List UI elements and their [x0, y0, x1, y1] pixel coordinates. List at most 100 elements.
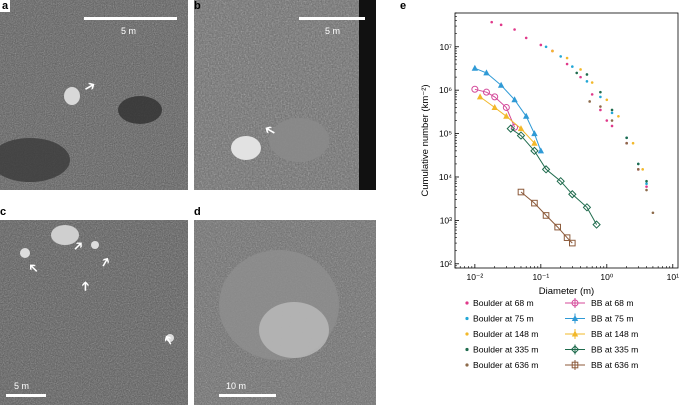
point-boulder-at-148-m — [605, 98, 609, 102]
legend-marker-boulder-at-636-m — [465, 363, 469, 367]
point-boulder-at-335-m — [636, 162, 640, 166]
legend-marker-boulder-at-75-m — [465, 316, 469, 321]
x-tick-label: 10¹ — [667, 272, 679, 282]
legend-label-bb-at-148-m: BB at 148 m — [591, 329, 638, 339]
series-line-bb-at-68-m — [474, 88, 516, 128]
legend-marker-bb-at-335-m — [570, 345, 580, 354]
y-tick-label: 10⁷ — [439, 42, 452, 52]
point-bb-at-636-m — [531, 199, 538, 207]
point-boulder-at-636-m — [599, 105, 602, 108]
point-bb-at-335-m — [541, 165, 551, 174]
point-boulder-at-636-m — [636, 168, 640, 171]
photo-panel-d: 10 m — [194, 220, 376, 405]
point-bb-at-636-m — [554, 223, 561, 231]
legend-label-boulder-at-148-m: Boulder at 148 m — [473, 329, 538, 339]
point-bb-at-148-m — [531, 139, 538, 146]
regolith-photo-b — [194, 0, 376, 190]
point-boulder-at-636-m — [651, 211, 655, 215]
legend-marker-boulder-at-148-m — [465, 332, 469, 336]
scale-bar-c — [6, 394, 46, 397]
photo-panel-a: 5 m ➔ — [0, 0, 188, 190]
point-boulder-at-335-m — [610, 108, 614, 112]
scale-bar-a — [84, 17, 177, 20]
point-bb-at-335-m — [556, 176, 565, 186]
size-frequency-chart: 10⁻² 10⁻¹ 10⁰ 10¹ 10² 10³ 10⁴ 10⁵ 10⁶ 10⁷ Diameter… — [420, 12, 679, 370]
white-arrow-icon: ➔ — [77, 280, 93, 292]
point-boulder-at-335-m — [585, 73, 589, 76]
legend-marker-boulder-at-335-m — [465, 347, 469, 352]
point-bb-at-75-m — [471, 64, 479, 71]
legend-marker-boulder-at-68-m — [465, 301, 469, 305]
scale-label-b: 5 m — [325, 26, 341, 36]
series-line-bb-at-335-m — [510, 128, 598, 225]
point-bb-at-636-m — [569, 239, 576, 247]
point-boulder-at-68-m — [499, 23, 503, 27]
legend-marker-bb-at-75-m — [571, 315, 579, 321]
legend-label-boulder-at-636-m: Boulder at 636 m — [473, 360, 538, 370]
legend-label-boulder-at-335-m: Boulder at 335 m — [473, 345, 538, 355]
point-bb-at-148-m — [503, 112, 510, 119]
point-boulder-at-636-m — [610, 119, 614, 122]
x-tick-label: 10⁰ — [600, 272, 613, 282]
point-bb-at-335-m — [516, 131, 526, 140]
y-tick-label: 10⁴ — [439, 172, 452, 182]
point-boulder-at-335-m — [625, 136, 628, 140]
point-boulder-at-148-m — [641, 168, 644, 171]
point-boulder-at-148-m — [590, 81, 594, 84]
point-bb-at-636-m — [563, 234, 571, 241]
legend-label-boulder-at-68-m: Boulder at 68 m — [473, 298, 534, 308]
point-bb-at-335-m — [530, 146, 539, 156]
point-bb-at-68-m — [511, 123, 519, 131]
regolith-photo-d — [194, 220, 376, 405]
y-tick-label: 10³ — [440, 215, 452, 225]
point-boulder-at-148-m — [551, 49, 554, 53]
scale-bar-d — [219, 394, 276, 397]
regolith-photo-c — [0, 220, 188, 405]
point-boulder-at-68-m — [490, 20, 494, 24]
point-boulder-at-68-m — [539, 43, 543, 47]
point-bb-at-148-m — [517, 125, 525, 132]
point-boulder-at-636-m — [645, 188, 648, 192]
point-bb-at-335-m — [506, 124, 515, 133]
point-boulder-at-75-m — [544, 45, 548, 49]
y-tick-label: 10⁶ — [439, 85, 452, 95]
chart-panel-e: 10⁻² 10⁻¹ 10⁰ 10¹ 10² 10³ 10⁴ 10⁵ 10⁶ 10⁷ Diameter… — [388, 0, 685, 405]
series-line-bb-at-148-m — [479, 96, 535, 144]
legend-marker-bb-at-636-m — [571, 361, 579, 369]
point-boulder-at-68-m — [610, 124, 614, 128]
legend-label-bb-at-75-m: BB at 75 m — [591, 314, 634, 324]
photo-panel-c: ➔ ➔ ➔ ➔ ➔ 5 m — [0, 220, 188, 405]
y-tick-label: 10² — [440, 259, 452, 269]
regolith-photo-a — [0, 0, 188, 190]
point-bb-at-335-m — [582, 203, 592, 212]
point-boulder-at-335-m — [575, 71, 579, 75]
series-line-bb-at-636-m — [520, 191, 573, 244]
point-bb-at-68-m — [471, 85, 479, 93]
point-bb-at-75-m — [497, 81, 505, 88]
point-boulder-at-68-m — [590, 93, 594, 96]
point-boulder-at-148-m — [617, 115, 620, 118]
point-boulder-at-75-m — [645, 182, 648, 186]
y-tick-label: 10⁵ — [439, 129, 452, 139]
point-boulder-at-68-m — [645, 185, 648, 188]
point-boulder-at-148-m — [631, 141, 635, 145]
panel-letter-c: c — [0, 206, 7, 218]
point-bb-at-636-m — [517, 188, 525, 196]
point-boulder-at-148-m — [579, 68, 582, 71]
scale-label-c: 5 m — [14, 381, 30, 391]
point-boulder-at-68-m — [579, 75, 582, 79]
scale-bar-b — [299, 17, 365, 20]
point-bb-at-335-m — [592, 220, 601, 229]
point-boulder-at-68-m — [599, 108, 602, 112]
point-bb-at-75-m — [483, 69, 490, 76]
point-boulder-at-75-m — [571, 65, 574, 68]
legend-marker-bb-at-148-m — [571, 330, 579, 337]
point-bb-at-636-m — [542, 212, 550, 219]
point-boulder-at-75-m — [610, 111, 614, 115]
legend-label-bb-at-636-m: BB at 636 m — [591, 360, 638, 370]
point-bb-at-75-m — [531, 130, 538, 137]
point-boulder-at-68-m — [605, 119, 609, 122]
point-boulder-at-68-m — [565, 62, 569, 66]
point-boulder-at-335-m — [645, 179, 648, 183]
point-bb-at-75-m — [522, 112, 530, 119]
